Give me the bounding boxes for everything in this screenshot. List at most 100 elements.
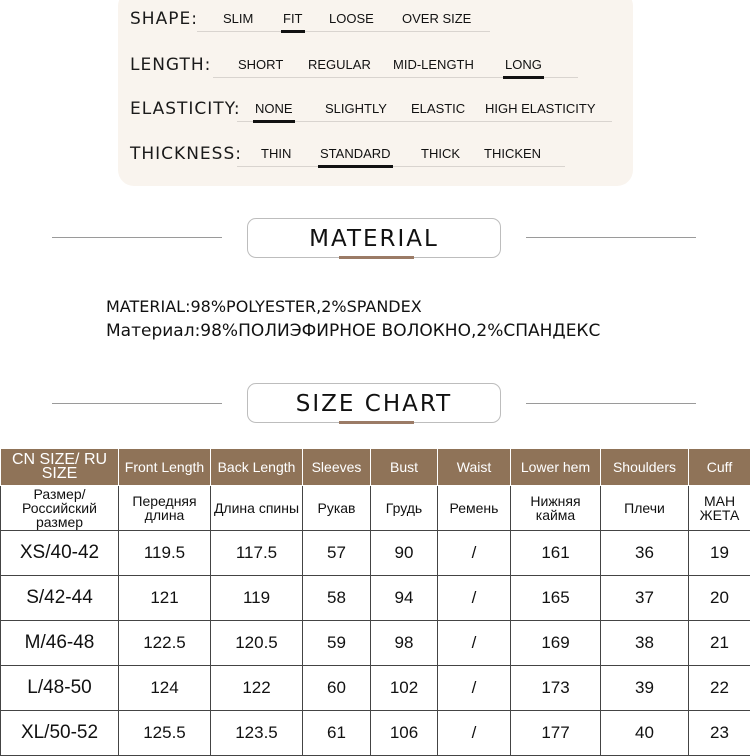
table-cell: S/42-44: [1, 576, 119, 621]
attribute-line: [197, 31, 490, 32]
material-ru-label: Материал:: [106, 321, 200, 341]
table-cell: 122: [211, 666, 303, 711]
attribute-option: MID-LENGTH: [393, 57, 474, 72]
divider: [52, 237, 222, 238]
table-cell: 122.5: [119, 621, 211, 666]
material-title-text: MATERIAL: [309, 226, 439, 252]
table-cell: 90: [371, 531, 438, 576]
column-header: CN SIZE/ RU SIZE: [1, 449, 119, 486]
size-chart-title-text: SIZE CHART: [296, 391, 452, 417]
table-cell: 119: [211, 576, 303, 621]
table-cell: 173: [511, 666, 601, 711]
table-cell: 161: [511, 531, 601, 576]
table-cell: /: [438, 621, 511, 666]
table-cell: 37: [601, 576, 689, 621]
column-header-ru: Грудь: [371, 486, 438, 531]
attribute-option: SLIM: [223, 11, 253, 26]
table-cell: /: [438, 531, 511, 576]
attribute-option: LOOSE: [329, 11, 374, 26]
divider: [526, 237, 696, 238]
column-header: Lower hem: [511, 449, 601, 486]
attribute-label: SHAPE:: [130, 9, 198, 29]
column-header-ru: МАН ЖЕТА: [689, 486, 750, 531]
column-header-ru: Нижняя кайма: [511, 486, 601, 531]
attribute-option: REGULAR: [308, 57, 371, 72]
table-cell: /: [438, 711, 511, 756]
table-cell: XS/40-42: [1, 531, 119, 576]
column-header: Front Length: [119, 449, 211, 486]
column-header: Bust: [371, 449, 438, 486]
table-cell: L/48-50: [1, 666, 119, 711]
table-cell: 58: [303, 576, 371, 621]
attribute-label: THICKNESS:: [130, 144, 242, 164]
table-cell: 120.5: [211, 621, 303, 666]
attribute-option: HIGH ELASTICITY: [485, 101, 596, 116]
table-cell: 21: [689, 621, 750, 666]
table-cell: 177: [511, 711, 601, 756]
material-title: MATERIAL: [247, 218, 501, 258]
table-cell: 40: [601, 711, 689, 756]
attribute-label: ELASTICITY:: [130, 99, 241, 119]
table-cell: 59: [303, 621, 371, 666]
column-header-ru: Ремень: [438, 486, 511, 531]
attribute-option: SLIGHTLY: [325, 101, 387, 116]
column-header-ru: Размер/ Российский размер: [1, 486, 119, 531]
table-cell: 23: [689, 711, 750, 756]
table-cell: 57: [303, 531, 371, 576]
attribute-option: THICK: [421, 146, 460, 161]
table-cell: 165: [511, 576, 601, 621]
column-header-ru: Передняя длина: [119, 486, 211, 531]
size-chart-title: SIZE CHART: [247, 383, 501, 423]
table-cell: 22: [689, 666, 750, 711]
table-cell: 169: [511, 621, 601, 666]
column-header-ru: Длина спины: [211, 486, 303, 531]
attribute-option-selected: FIT: [283, 11, 303, 26]
table-cell: XL/50-52: [1, 711, 119, 756]
table-cell: 121: [119, 576, 211, 621]
column-header-ru: Плечи: [601, 486, 689, 531]
table-cell: 102: [371, 666, 438, 711]
table-cell: 106: [371, 711, 438, 756]
table-cell: 60: [303, 666, 371, 711]
material-en-value: 98%POLYESTER,2%SPANDEX: [190, 297, 421, 316]
table-cell: /: [438, 576, 511, 621]
attribute-option: THICKEN: [484, 146, 541, 161]
column-header: Shoulders: [601, 449, 689, 486]
column-header-ru: Рукав: [303, 486, 371, 531]
attribute-option: SHORT: [238, 57, 283, 72]
table-cell: 61: [303, 711, 371, 756]
table-cell: /: [438, 666, 511, 711]
material-en: MATERIAL:98%POLYESTER,2%SPANDEX: [106, 297, 422, 316]
attribute-option-selected: STANDARD: [320, 146, 391, 161]
attribute-label: LENGTH:: [130, 55, 211, 75]
table-cell: 20: [689, 576, 750, 621]
table-cell: 98: [371, 621, 438, 666]
table-cell: 94: [371, 576, 438, 621]
table-cell: 119.5: [119, 531, 211, 576]
material-ru-value: 98%ПОЛИЭФИРНОЕ ВОЛОКНО,2%СПАНДЕКС: [200, 321, 600, 341]
table-cell: 125.5: [119, 711, 211, 756]
table-cell: 39: [601, 666, 689, 711]
column-header: Back Length: [211, 449, 303, 486]
title-underline: [339, 256, 414, 259]
table-cell: 36: [601, 531, 689, 576]
table-cell: 38: [601, 621, 689, 666]
divider: [52, 403, 222, 404]
table-cell: 117.5: [211, 531, 303, 576]
column-header: Cuff: [689, 449, 750, 486]
table-cell: 19: [689, 531, 750, 576]
material-en-label: MATERIAL:: [106, 297, 190, 316]
attribute-option: THIN: [261, 146, 291, 161]
title-underline: [339, 421, 414, 424]
attribute-option-selected: NONE: [255, 101, 293, 116]
column-header: Waist: [438, 449, 511, 486]
material-ru: Материал:98%ПОЛИЭФИРНОЕ ВОЛОКНО,2%СПАНДЕ…: [106, 321, 600, 341]
